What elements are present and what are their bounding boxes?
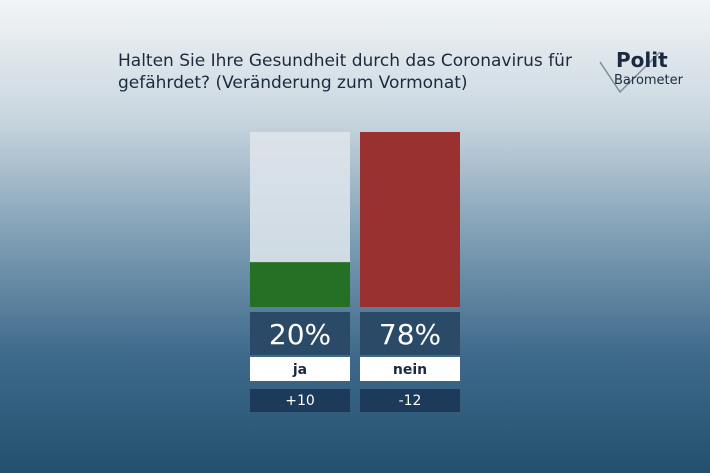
value-box [360,312,460,355]
logo-bottom: Barometer [614,73,684,88]
change-label: +10 [285,393,315,409]
category-box [250,357,350,381]
category-label: ja [292,362,307,378]
value-label: 78% [379,318,441,351]
value-box [250,312,350,355]
change-box [360,389,460,412]
category-box [360,357,460,381]
bar [360,132,460,307]
value-label: 20% [269,318,331,351]
change-label: -12 [399,393,422,409]
bar [250,262,350,307]
chart-title: Halten Sie Ihre Gesundheit durch das Cor… [118,51,572,93]
category-label: nein [393,362,427,378]
logo-top: Polit [616,48,668,72]
logo-check [599,51,661,94]
change-box [250,389,350,412]
